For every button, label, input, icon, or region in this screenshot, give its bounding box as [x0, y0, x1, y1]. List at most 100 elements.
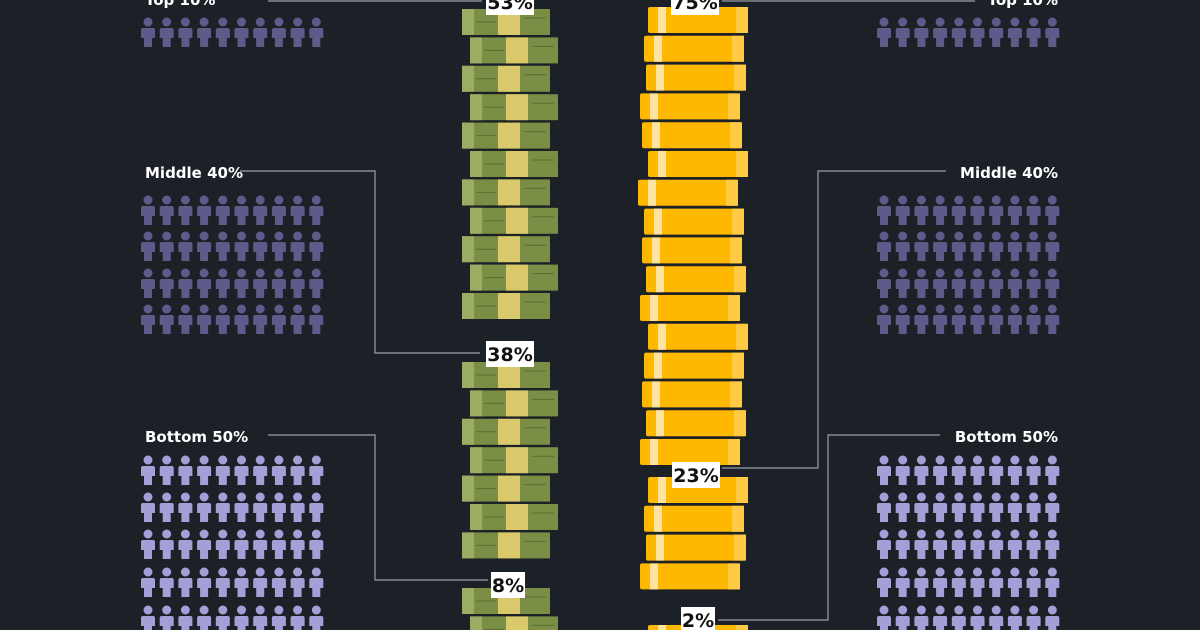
person-body: [989, 206, 1004, 225]
person-icon: [178, 567, 193, 597]
person-head: [935, 231, 945, 241]
person-head: [954, 567, 964, 577]
person-icon: [197, 268, 212, 298]
person-icon: [159, 567, 174, 597]
person-head: [199, 455, 209, 465]
person-icon: [234, 195, 249, 225]
bar-shine: [656, 266, 664, 293]
person-body: [895, 540, 910, 559]
bill-edge: [462, 9, 474, 35]
person-body: [290, 540, 305, 559]
person-icon: [178, 304, 193, 334]
person-body: [178, 28, 193, 47]
person-head: [1029, 268, 1039, 278]
person-icon: [234, 455, 249, 485]
bill-band: [506, 616, 528, 630]
person-icon: [970, 455, 985, 485]
bill-band: [498, 236, 520, 263]
person-head: [954, 195, 964, 205]
person-head: [879, 567, 889, 577]
bar-body: [644, 352, 744, 379]
person-icon: [1026, 304, 1041, 334]
person-icon: [215, 268, 230, 298]
person-body: [197, 206, 212, 225]
person-head: [954, 231, 964, 241]
bar-edge: [730, 237, 742, 264]
person-body: [933, 242, 948, 261]
bill-edge: [470, 207, 482, 234]
person-body: [290, 503, 305, 522]
person-body: [290, 616, 305, 630]
connector-line: [718, 434, 940, 621]
bill-edge: [470, 94, 482, 121]
person-body: [309, 279, 324, 298]
person-icon: [877, 231, 891, 261]
person-head: [1047, 195, 1057, 205]
bill-edge: [470, 151, 482, 177]
category-label-left: Middle 40%: [145, 164, 243, 182]
person-head: [162, 304, 172, 314]
person-icon: [1007, 455, 1022, 485]
person-body: [1026, 616, 1041, 630]
bar-shine: [648, 179, 656, 206]
person-icon: [271, 529, 286, 559]
person-body: [141, 242, 155, 261]
person-body: [914, 578, 929, 597]
person-body: [1045, 616, 1060, 630]
person-body: [271, 279, 286, 298]
bar-shine: [654, 352, 662, 379]
person-body: [914, 206, 929, 225]
person-icon: [141, 455, 155, 485]
bar-shine: [658, 7, 666, 33]
person-icon: [1007, 529, 1022, 559]
person-body: [215, 466, 230, 485]
person-icon: [178, 455, 193, 485]
person-body: [951, 28, 966, 47]
person-head: [255, 268, 265, 278]
person-head: [274, 231, 284, 241]
person-head: [218, 17, 228, 27]
person-icon: [159, 492, 174, 522]
person-icon: [253, 605, 268, 630]
person-head: [935, 605, 945, 615]
person-icon: [914, 231, 929, 261]
bar-edge: [732, 35, 744, 62]
person-body: [253, 616, 268, 630]
category-label-right: Middle 40%: [960, 164, 1058, 182]
person-head: [898, 195, 908, 205]
person-icon: [1045, 195, 1060, 225]
person-icon: [1045, 268, 1060, 298]
person-head: [293, 231, 303, 241]
bar-body: [646, 266, 746, 293]
person-head: [898, 455, 908, 465]
person-icon: [197, 529, 212, 559]
bar-body: [640, 563, 740, 590]
person-icon: [159, 605, 174, 630]
person-head: [274, 529, 284, 539]
bar-edge: [736, 477, 748, 503]
person-icon: [141, 605, 155, 630]
gold-bar-icon: [640, 439, 740, 465]
person-head: [293, 268, 303, 278]
person-head: [954, 529, 964, 539]
person-body: [197, 540, 212, 559]
value-label: 75%: [672, 0, 717, 14]
bill-edge: [462, 362, 474, 388]
cash-bill-icon: [470, 37, 558, 64]
person-body: [290, 28, 305, 47]
person-head: [274, 304, 284, 314]
person-icon: [215, 455, 230, 485]
person-icon: [197, 304, 212, 334]
bill-band: [506, 390, 528, 417]
person-icon: [253, 231, 268, 261]
person-icon: [1007, 231, 1022, 261]
person-icon: [1026, 492, 1041, 522]
bar-edge: [734, 64, 746, 91]
person-head: [1010, 605, 1020, 615]
value-label-box: [486, 341, 534, 367]
person-icon: [234, 492, 249, 522]
person-body: [933, 206, 948, 225]
person-head: [1010, 529, 1020, 539]
person-icon: [141, 567, 155, 597]
person-body: [914, 242, 929, 261]
